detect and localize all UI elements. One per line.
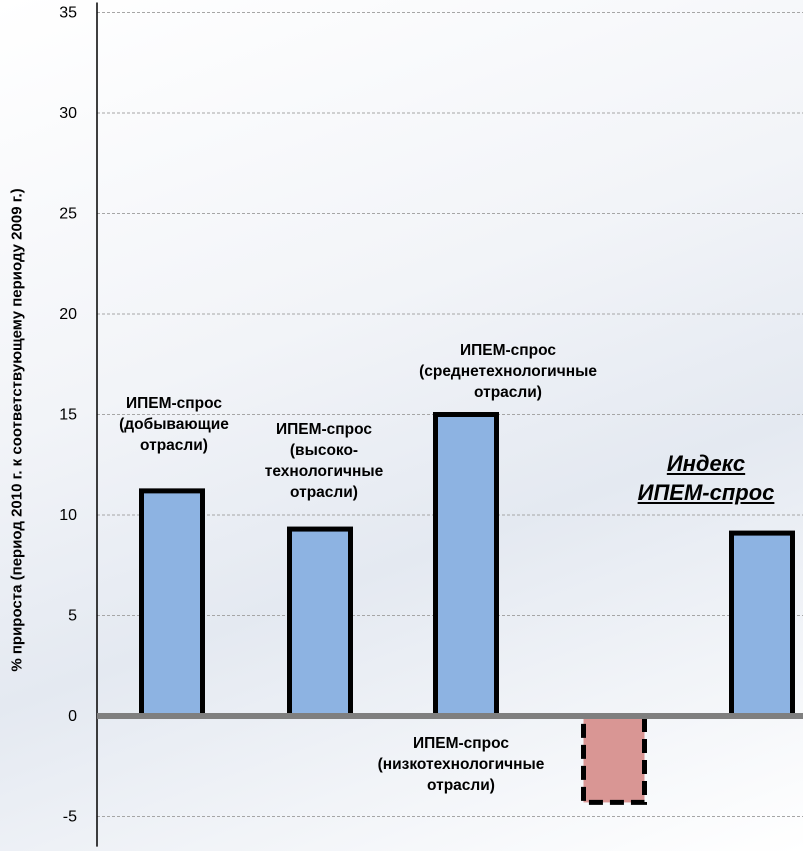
bar-label-line: (добывающие [119,416,229,433]
bar-label-line: отрасли) [427,777,495,794]
bar [287,526,353,719]
bar-label: ИПЕМ-спрос (среднетехнологичные отрасли) [419,340,597,403]
bar-label-line: Индекс [666,451,746,476]
y-tick-label: 15 [59,407,77,424]
y-tick-label: 30 [59,105,77,122]
bar-label-line: ИПЕМ-спрос [125,395,223,412]
y-tick-label: 35 [59,5,77,22]
bar-label-line: отрасли) [474,384,542,401]
bar-label-line: (низкотехнологичные [377,756,545,773]
bar-label: ИПЕМ-спрос (добывающие отрасли) [119,393,229,456]
bar-label-line: (высоко- [289,442,359,459]
index-label: Индекс ИПЕМ-спрос [638,449,775,507]
zero-axis [97,713,803,719]
bar-label: ИПЕМ-спрос (низкотехнологичные отрасли) [378,733,545,796]
bar-label-line: отрасли) [140,437,208,454]
y-tick-label: 25 [59,206,77,223]
bar-label-line: ИПЕМ-спрос [412,735,510,752]
y-tick-label: 10 [59,507,77,524]
bar-label-line: ИПЕМ-спрос [459,342,557,359]
bar-label-line: ИПЕМ-спрос [275,421,373,438]
bar-negative [581,713,647,805]
bar [729,530,795,719]
y-axis-label: % прироста (период 2010 г. к соответству… [8,188,26,672]
y-tick-label: 5 [68,608,77,625]
bar-label-line: ИПЕМ-спрос [637,480,775,505]
bar [139,488,205,719]
bar-label-line: (среднетехнологичные [419,363,597,380]
bar-label-line: отрасли) [290,484,358,501]
y-tick-label: -5 [63,809,77,826]
y-tick-label: 20 [59,306,77,323]
bar [433,412,499,719]
y-tick-label: 0 [68,708,77,725]
bar-label-line: технологичные [264,463,384,480]
bar-label: ИПЕМ-спрос (высоко-технологичные отрасли) [265,419,383,503]
